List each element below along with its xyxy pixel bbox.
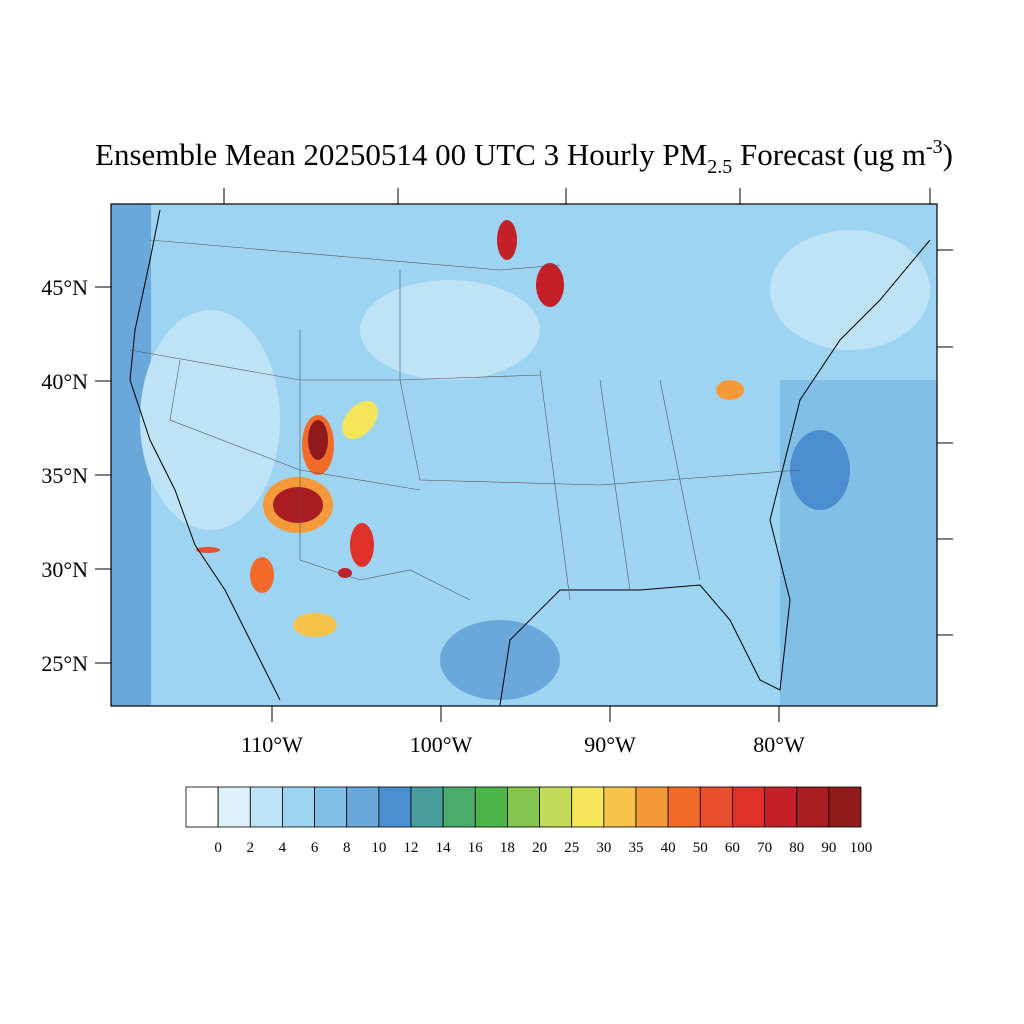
frame-ticks (95, 188, 953, 722)
colorbar-label: 40 (661, 840, 676, 856)
colorbar-label: 50 (693, 840, 708, 856)
colorbar-label: 60 (725, 840, 740, 856)
lat-label: 25°N (41, 651, 88, 676)
map (95, 188, 953, 722)
hotspots (196, 220, 744, 637)
colorbar-label: 14 (436, 840, 452, 856)
lat-label: 45°N (41, 275, 88, 300)
field-area (770, 230, 930, 350)
field-area (790, 430, 850, 510)
title-superscript: -3 (926, 136, 943, 158)
colorbar-label: 8 (343, 840, 351, 856)
field-area (440, 620, 560, 700)
colorbar-box (346, 786, 380, 828)
colorbar-label: 35 (629, 840, 644, 856)
colorbar-label: 90 (821, 840, 836, 856)
colorbar-box (282, 786, 315, 828)
coastline (129, 209, 931, 706)
map-frame (110, 203, 938, 707)
lat-label: 30°N (41, 557, 88, 582)
colorbar-label: 16 (468, 840, 484, 856)
title-main: Ensemble Mean 20250514 00 UTC 3 Hourly P… (95, 137, 707, 172)
field-area (360, 280, 540, 380)
lon-label: 90°W (584, 732, 636, 757)
title-end: ) (943, 137, 953, 172)
colorbar-box (378, 786, 412, 828)
colorbar-box (249, 786, 283, 828)
axis-labels: 45°N 40°N 35°N 30°N 25°N 110°W 100°W 90°W 80°W (41, 275, 805, 757)
colorbar-box (507, 786, 540, 828)
colorbar-label: 20 (532, 840, 547, 856)
colorbar-box (796, 786, 830, 828)
colorbar-label: 25 (564, 840, 579, 856)
lon-label: 80°W (753, 732, 805, 757)
title-middle: Forecast (ug m (732, 137, 926, 172)
colorbar-box (732, 786, 765, 828)
lon-label: 110°W (241, 732, 303, 757)
colorbar-label: 12 (404, 840, 419, 856)
colorbar-box (571, 786, 605, 828)
colorbar-label: 100 (850, 840, 873, 856)
lat-label: 35°N (41, 463, 88, 488)
colorbar-box (474, 786, 508, 828)
colorbar-label: 4 (279, 840, 287, 856)
title: Ensemble Mean 20250514 00 UTC 3 Hourly P… (95, 136, 953, 178)
colorbar-box (410, 786, 444, 828)
colorbar-box (539, 786, 573, 828)
colorbar-box (635, 786, 669, 828)
title-subscript: 2.5 (707, 156, 732, 178)
ocean (780, 380, 937, 706)
colorbar-box (185, 786, 219, 828)
colorbar-box (667, 786, 701, 828)
lat-label: 40°N (41, 369, 88, 394)
colorbar-label: 0 (214, 840, 222, 856)
colorbar-box (442, 786, 476, 828)
colorbar-box (603, 786, 637, 828)
lon-label: 100°W (410, 732, 473, 757)
colorbar-label: 2 (247, 840, 255, 856)
colorbar-label: 80 (789, 840, 804, 856)
colorbar-box (314, 786, 348, 828)
colorbar-label: 30 (596, 840, 611, 856)
state-borders (129, 239, 801, 601)
colorbar: 0 2 4 6 8 10 12 14 16 18 20 25 30 35 40 50 60 70 80 90 100 (185, 786, 873, 856)
colorbar-box (699, 786, 733, 828)
colorbar-box (828, 786, 862, 828)
field-area (140, 310, 280, 530)
colorbar-box (764, 786, 798, 828)
colorbar-box (217, 786, 251, 828)
colorbar-label: 6 (311, 840, 319, 856)
colorbar-label: 70 (757, 840, 772, 856)
colorbar-label: 18 (500, 840, 515, 856)
colorbar-label: 10 (371, 840, 386, 856)
